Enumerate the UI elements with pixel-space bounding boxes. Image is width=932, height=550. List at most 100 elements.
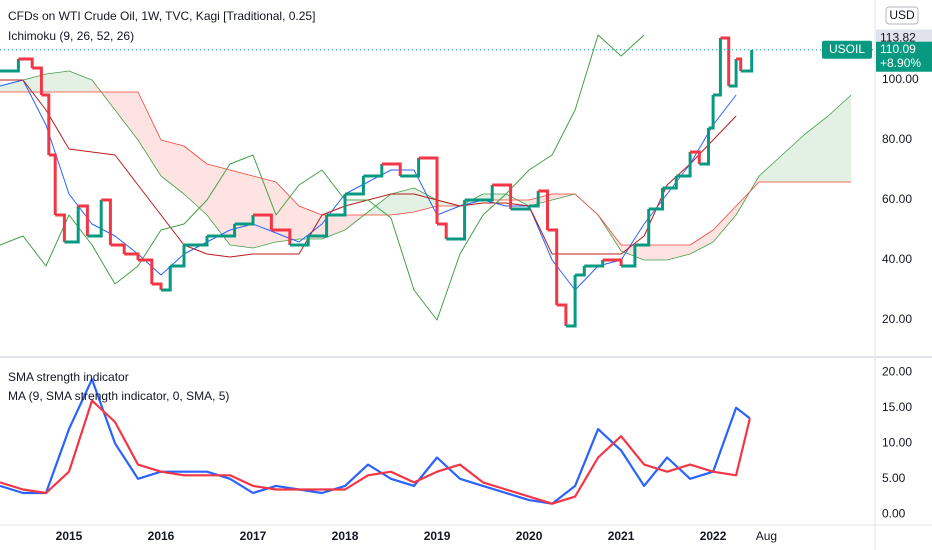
x-tick-label: 2020 xyxy=(516,529,543,543)
cloud-fill xyxy=(644,245,668,260)
kagi-segment xyxy=(234,215,255,226)
ichimoku-line xyxy=(0,34,645,321)
chart-subtitle: Ichimoku (9, 26, 52, 26) xyxy=(8,29,134,43)
cloud-fill xyxy=(253,176,276,248)
x-tick-label: 2017 xyxy=(240,529,267,543)
y-tick-label: 15.00 xyxy=(882,400,912,414)
y-tick-label: 5.00 xyxy=(882,471,906,485)
cloud-fill xyxy=(667,245,691,260)
cloud-fill xyxy=(690,230,714,254)
kagi-segment xyxy=(101,198,112,245)
kagi-segment xyxy=(184,236,209,247)
kagi-segment xyxy=(32,66,43,95)
kagi-segment xyxy=(138,258,154,284)
cloud-fill xyxy=(782,134,806,182)
kagi-segment xyxy=(699,128,710,166)
last-label: 110.09 xyxy=(880,42,916,56)
kagi-segment xyxy=(151,282,163,290)
kagi-segment xyxy=(529,191,540,208)
kagi-segment xyxy=(648,188,664,211)
x-tick-label: 2018 xyxy=(332,529,359,543)
kagi-segment xyxy=(381,162,402,176)
y-tick-label: 40.00 xyxy=(882,252,912,266)
cloud-fill xyxy=(299,206,322,239)
cloud-fill xyxy=(184,146,207,215)
kagi-segment xyxy=(41,93,51,155)
symbol-badge xyxy=(822,40,872,59)
currency-label: USD xyxy=(889,8,915,22)
kagi-segment xyxy=(690,150,701,164)
x-tick-label: 2019 xyxy=(424,529,451,543)
leading-span-b xyxy=(0,91,852,246)
y-tick-label: 20.00 xyxy=(882,312,912,326)
kagi-segment xyxy=(308,215,329,238)
kagi-segment xyxy=(565,275,577,328)
kagi-segment xyxy=(575,266,586,277)
kagi-segment xyxy=(437,222,448,239)
high-label: 113.82 xyxy=(880,31,916,45)
kagi-segment xyxy=(736,57,743,71)
kagi-segment xyxy=(556,303,568,326)
x-tick-label: 2022 xyxy=(700,529,727,543)
cloud-fill xyxy=(115,92,138,140)
kagi-segment xyxy=(446,200,467,241)
kagi-segment xyxy=(55,213,66,242)
x-tick-label: 2015 xyxy=(56,529,83,543)
y-tick-label: 100.00 xyxy=(882,72,919,86)
kagi-segment xyxy=(78,204,89,236)
kagi-segment xyxy=(18,57,34,68)
y-tick-label: 0.00 xyxy=(882,507,906,521)
kagi-segment xyxy=(538,189,549,230)
cloud-fill xyxy=(414,188,437,212)
kagi-segment xyxy=(464,185,494,202)
cloud-fill xyxy=(828,95,852,182)
cloud-fill xyxy=(46,71,69,92)
kagi-segment xyxy=(676,152,692,178)
kagi-segment xyxy=(621,245,637,268)
cloud-fill xyxy=(391,188,414,215)
cloud-fill xyxy=(138,92,161,176)
symbol-label: USOIL xyxy=(829,42,865,56)
indicator-subtitle: MA (9, SMA strength indicator, 0, SMA, 5… xyxy=(8,389,229,403)
kagi-segment xyxy=(584,260,605,268)
indicator-title: SMA strength indicator xyxy=(8,370,129,384)
cloud-fill xyxy=(276,182,299,242)
kagi-segment xyxy=(124,252,140,260)
kagi-segment xyxy=(547,228,559,305)
cloud-fill xyxy=(713,206,737,242)
ichimoku-line xyxy=(0,79,737,291)
kagi-segment xyxy=(634,209,651,247)
kagi-segment xyxy=(363,164,384,178)
kagi-segment xyxy=(161,266,172,292)
x-tick-label: Aug xyxy=(756,529,777,543)
kagi-segment xyxy=(87,200,103,238)
kagi-segment xyxy=(492,183,513,209)
leading-span-a xyxy=(0,70,852,261)
indicator-line xyxy=(0,399,751,505)
kagi-segment xyxy=(253,213,273,230)
cloud-fill xyxy=(805,116,829,182)
kagi-segment xyxy=(271,228,292,245)
change-label: +8.90% xyxy=(880,56,921,70)
last-badge xyxy=(876,41,932,72)
y-tick-label: 60.00 xyxy=(882,192,912,206)
kagi-segment xyxy=(0,59,20,73)
y-tick-label: 20.00 xyxy=(882,364,912,378)
cloud-fill xyxy=(0,80,23,92)
kagi-segment xyxy=(207,224,237,238)
kagi-segment xyxy=(48,153,57,215)
y-tick-label: 10.00 xyxy=(882,435,912,449)
chart-title: CFDs on WTI Crude Oil, 1W, TVC, Kagi [Tr… xyxy=(8,9,315,23)
kagi-segment xyxy=(400,158,421,178)
kagi-segment xyxy=(662,176,678,190)
y-tick-label: 80.00 xyxy=(882,132,912,146)
kagi-segment xyxy=(170,245,186,268)
kagi-segment xyxy=(326,194,347,217)
cloud-fill xyxy=(759,155,783,182)
x-tick-label: 2016 xyxy=(148,529,175,543)
cloud-fill xyxy=(368,194,391,215)
kagi-segment xyxy=(740,50,754,73)
kagi-segment xyxy=(728,59,738,88)
currency-box xyxy=(885,6,919,25)
